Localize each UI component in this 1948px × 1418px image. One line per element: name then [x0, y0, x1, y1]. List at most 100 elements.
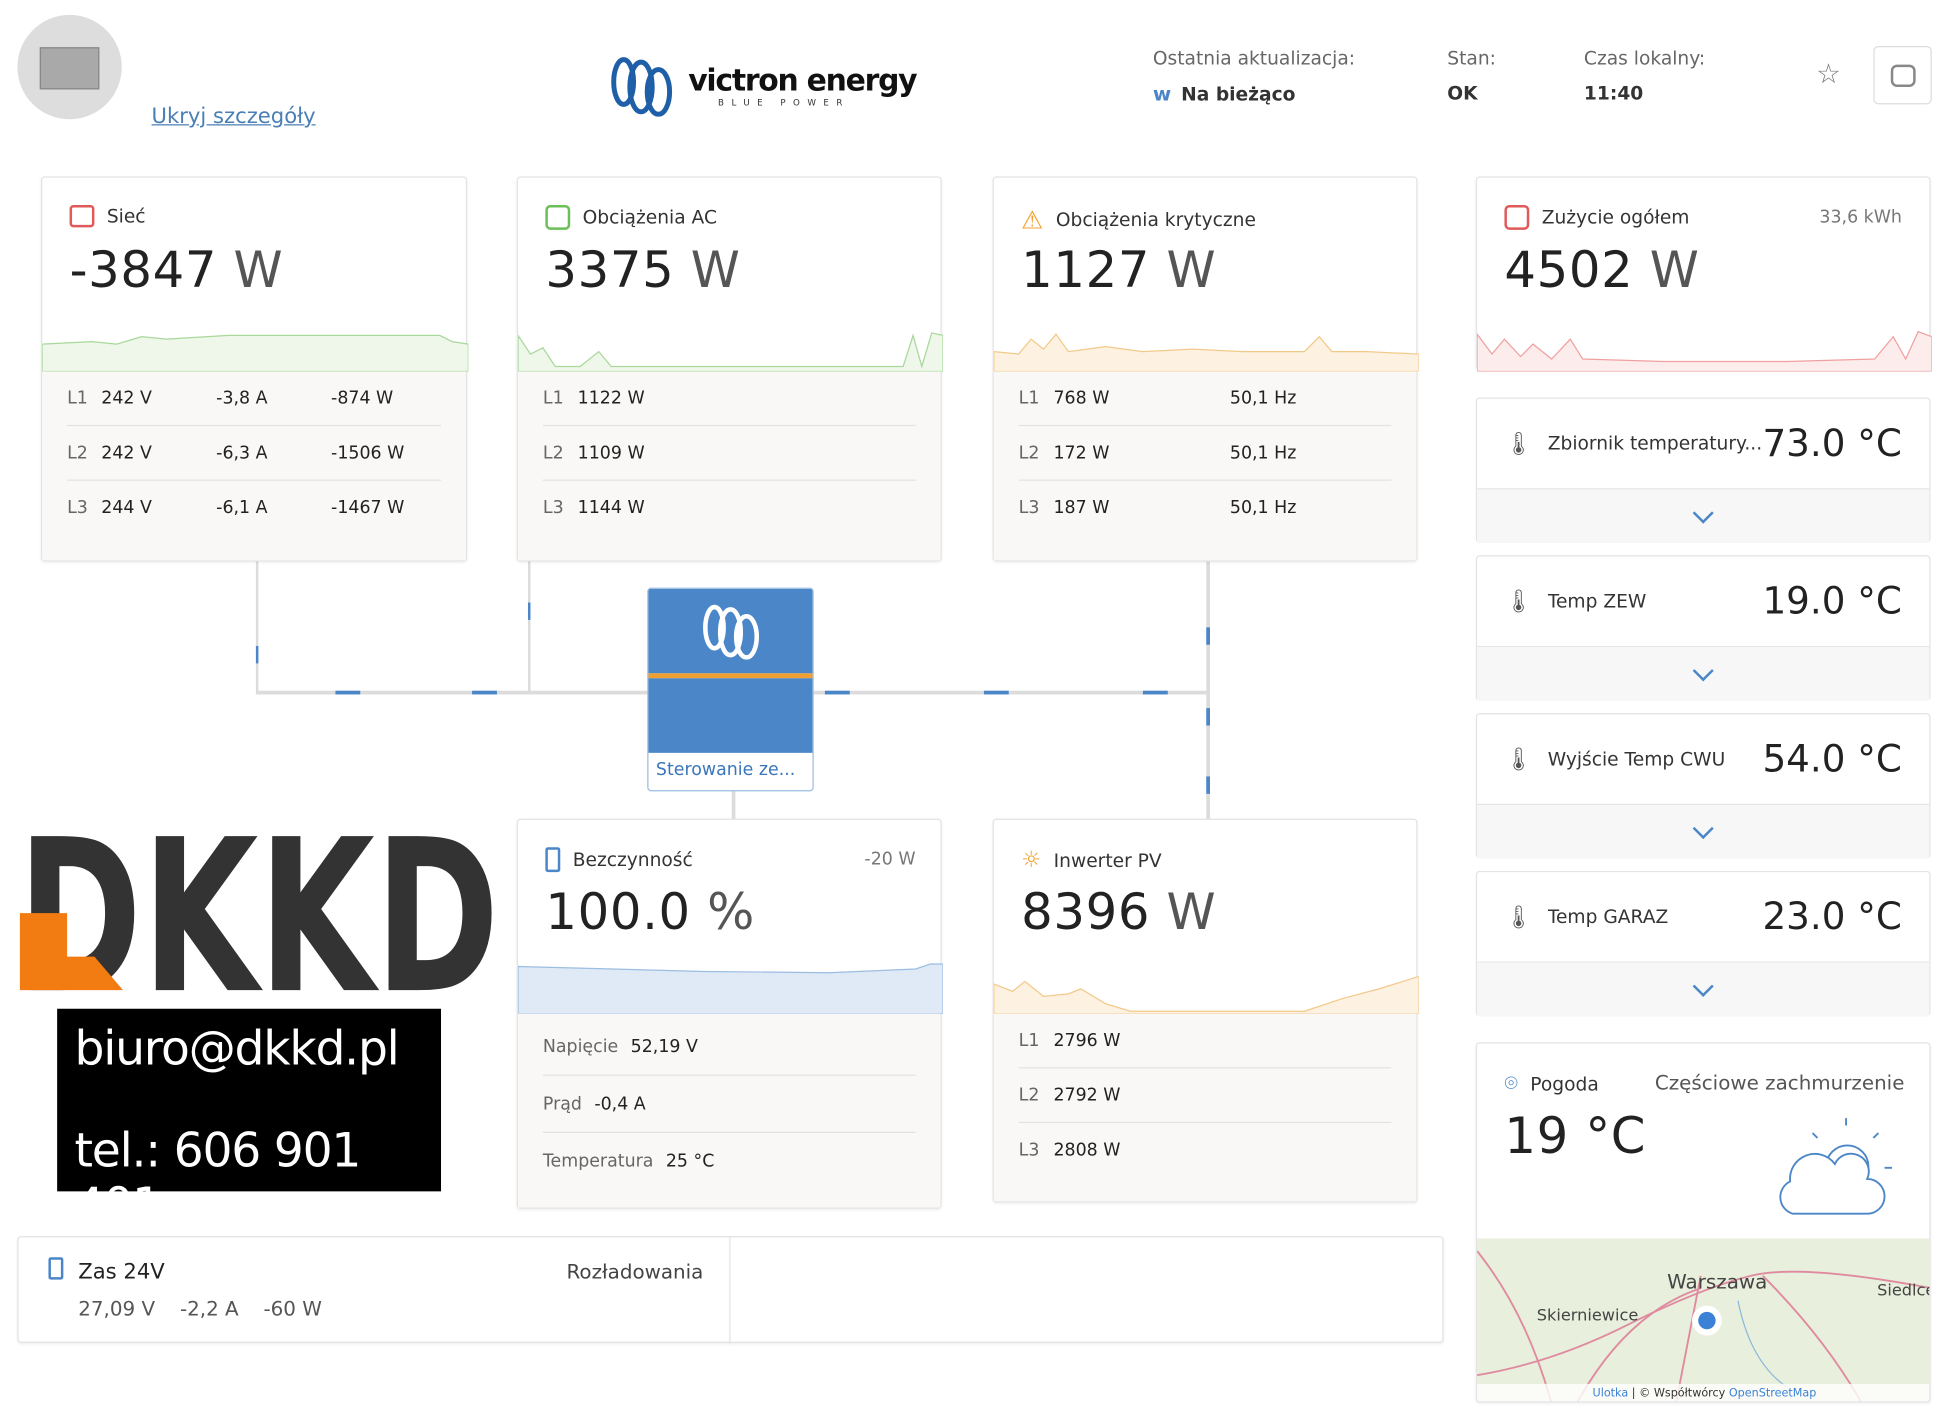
row-w: 1109 W: [577, 442, 645, 463]
dkkd-logo: DKKD: [17, 794, 501, 1040]
row-a: -6,3 A: [216, 442, 268, 463]
temperature-name: Temp GARAZ: [1547, 905, 1669, 928]
row-l: L1: [67, 388, 88, 409]
row-v: 242 V: [101, 388, 152, 409]
pv-inverter-card[interactable]: ☼ Inwerter PV 8396 W L1 2796 W L2 2792 W L3 28…: [992, 818, 1419, 1203]
temperature-card[interactable]: 🌡 Zbiornik temperatury... 73.0 °C: [1475, 397, 1931, 543]
weather-temp: 19 °C: [1504, 1108, 1647, 1166]
critical-sparkline: [993, 333, 1419, 372]
phase-row: L1 768 W 50,1 Hz: [1018, 371, 1392, 427]
toggle-view-button[interactable]: [1873, 45, 1932, 105]
hide-details-link[interactable]: Ukryj szczegóły: [151, 104, 316, 130]
grid-sparkline: [42, 334, 469, 372]
sun-icon: ☼: [1021, 847, 1042, 874]
row-w: 172 W: [1053, 442, 1110, 463]
critical-unit: W: [1166, 242, 1217, 300]
temperature-name: Wyjście Temp CWU: [1547, 747, 1726, 771]
battery-card[interactable]: Bezczynność -20 W 100.0 % Napięcie 52,19 …: [516, 818, 943, 1209]
row-l: L3: [542, 498, 564, 519]
contact-box: biuro@dkkd.pl tel.: 606 901 401: [57, 1008, 442, 1232]
time-value: 11:40: [1583, 81, 1644, 105]
row-l: L3: [67, 498, 88, 519]
row-v: 244 V: [101, 498, 152, 519]
ac-loads-title: Obciążenia AC: [582, 206, 718, 229]
leaflet-link[interactable]: Ulotka: [1592, 1387, 1629, 1401]
logo-text: victron energy: [688, 63, 917, 99]
inverter-label: Sterowanie ze...: [655, 760, 796, 781]
row-hz: 50,1 Hz: [1229, 442, 1297, 463]
thermometer-icon: 🌡: [1504, 588, 1533, 615]
dc-voltage: 27,09 V: [78, 1296, 156, 1321]
logo-subtext: BLUE POWER: [718, 98, 850, 109]
phase-row: L1 1122 W: [542, 371, 916, 427]
pv-sparkline: [993, 975, 1419, 1014]
row-l: L1: [542, 388, 564, 409]
ac-loads-card[interactable]: Obciążenia AC 3375 W L1 1122 W L2 1109 W L3 1…: [516, 176, 943, 562]
row-hz: 50,1 Hz: [1229, 498, 1297, 519]
phase-row: Temperatura 25 °C: [543, 1133, 916, 1190]
temperature-value: 23.0 °C: [1762, 895, 1902, 939]
ac-loads-unit: W: [690, 242, 741, 300]
row-l: L1: [1018, 1030, 1040, 1051]
row-l: L2: [542, 442, 564, 463]
battery-title: Bezczynność: [572, 848, 693, 871]
row-v: 25 °C: [665, 1151, 715, 1172]
device-icon: [39, 47, 100, 90]
battery-power: -20 W: [864, 849, 916, 870]
temperature-value: 73.0 °C: [1762, 421, 1902, 466]
row-k: Napięcie: [542, 1036, 619, 1057]
expand-button[interactable]: [1477, 647, 1930, 701]
expand-button[interactable]: [1477, 962, 1930, 1017]
battery-icon: [48, 1257, 64, 1280]
temperature-value: 54.0 °C: [1762, 737, 1902, 781]
thermometer-icon: 🌡: [1504, 430, 1533, 457]
weather-map[interactable]: Warszawa Skierniewice Siedlce Ulotka | ©…: [1477, 1238, 1931, 1402]
row-l: L2: [1018, 1085, 1040, 1106]
osm-link[interactable]: OpenStreetMap: [1728, 1387, 1817, 1401]
grid-unit: W: [233, 242, 284, 300]
grid-icon: [69, 204, 95, 228]
thermometer-icon: 🌡: [1504, 903, 1533, 930]
expand-button[interactable]: [1477, 805, 1930, 859]
expand-button[interactable]: [1477, 489, 1930, 543]
victron-swirl-icon: [611, 57, 673, 117]
critical-loads-card[interactable]: ⚠ Obciążenia krytyczne 1127 W L1 768 W 50,1…: [992, 176, 1419, 562]
star-icon[interactable]: ☆: [1816, 59, 1841, 91]
phase-row: L3 1144 W: [543, 481, 916, 536]
dc-system-card[interactable]: Zas 24V Rozładowania 27,09 V -2,2 A -60 W: [17, 1236, 1444, 1345]
weather-card[interactable]: ⌾ Pogoda Częściowe zachmurzenie 19 °C War…: [1475, 1042, 1931, 1403]
dc-state: Rozładowania: [566, 1259, 704, 1284]
inverter-tile[interactable]: Sterowanie ze...: [647, 587, 814, 792]
temperature-card[interactable]: 🌡 Temp ZEW 19.0 °C: [1475, 555, 1931, 701]
map-label-siedlce: Siedlce: [1877, 1282, 1931, 1301]
last-update-label: Ostatnia aktualizacja:: [1152, 47, 1356, 70]
row-l: L3: [1018, 498, 1040, 519]
phase-row: L3 244 V -6,1 A -1467 W: [67, 481, 441, 536]
dc-power: -60 W: [263, 1296, 322, 1321]
dkkd-logo-text: DKKD: [17, 826, 499, 1000]
ac-loads-sparkline: [518, 332, 943, 372]
temperature-card[interactable]: 🌡 Temp GARAZ 23.0 °C: [1475, 870, 1931, 1017]
battery-sparkline: [518, 963, 943, 1014]
battery-unit: %: [707, 884, 756, 942]
temperature-name: Zbiornik temperatury...: [1547, 432, 1763, 455]
total-consumption-card[interactable]: Zużycie ogółem 33,6 kWh 4502 W: [1475, 176, 1932, 372]
critical-title: Obciążenia krytyczne: [1055, 208, 1256, 232]
dc-current: -2,2 A: [179, 1296, 239, 1321]
socket-icon: [545, 204, 571, 230]
status-label: Stan:: [1447, 47, 1496, 70]
row-w: 1144 W: [577, 498, 645, 519]
location-pin-icon: ⌾: [1504, 1070, 1518, 1097]
contact-phone: tel.: 606 901 401: [74, 1123, 362, 1233]
attribution-text: | © Współtwórcy: [1631, 1387, 1726, 1401]
grid-title: Sieć: [106, 204, 146, 228]
device-avatar: [17, 14, 122, 120]
row-l: L2: [67, 442, 88, 463]
phase-row: L3 2808 W: [1019, 1123, 1392, 1178]
row-v: 242 V: [101, 442, 152, 463]
phase-row: L2 1109 W: [542, 426, 916, 481]
temperature-card[interactable]: 🌡 Wyjście Temp CWU 54.0 °C: [1475, 713, 1931, 859]
grid-card[interactable]: Sieć -3847 W L1 242 V -3,8 A -874 W L2 242 V -…: [40, 176, 469, 562]
chevron-down-icon: [1692, 817, 1714, 839]
phase-row: L2 2792 W: [1018, 1068, 1392, 1124]
